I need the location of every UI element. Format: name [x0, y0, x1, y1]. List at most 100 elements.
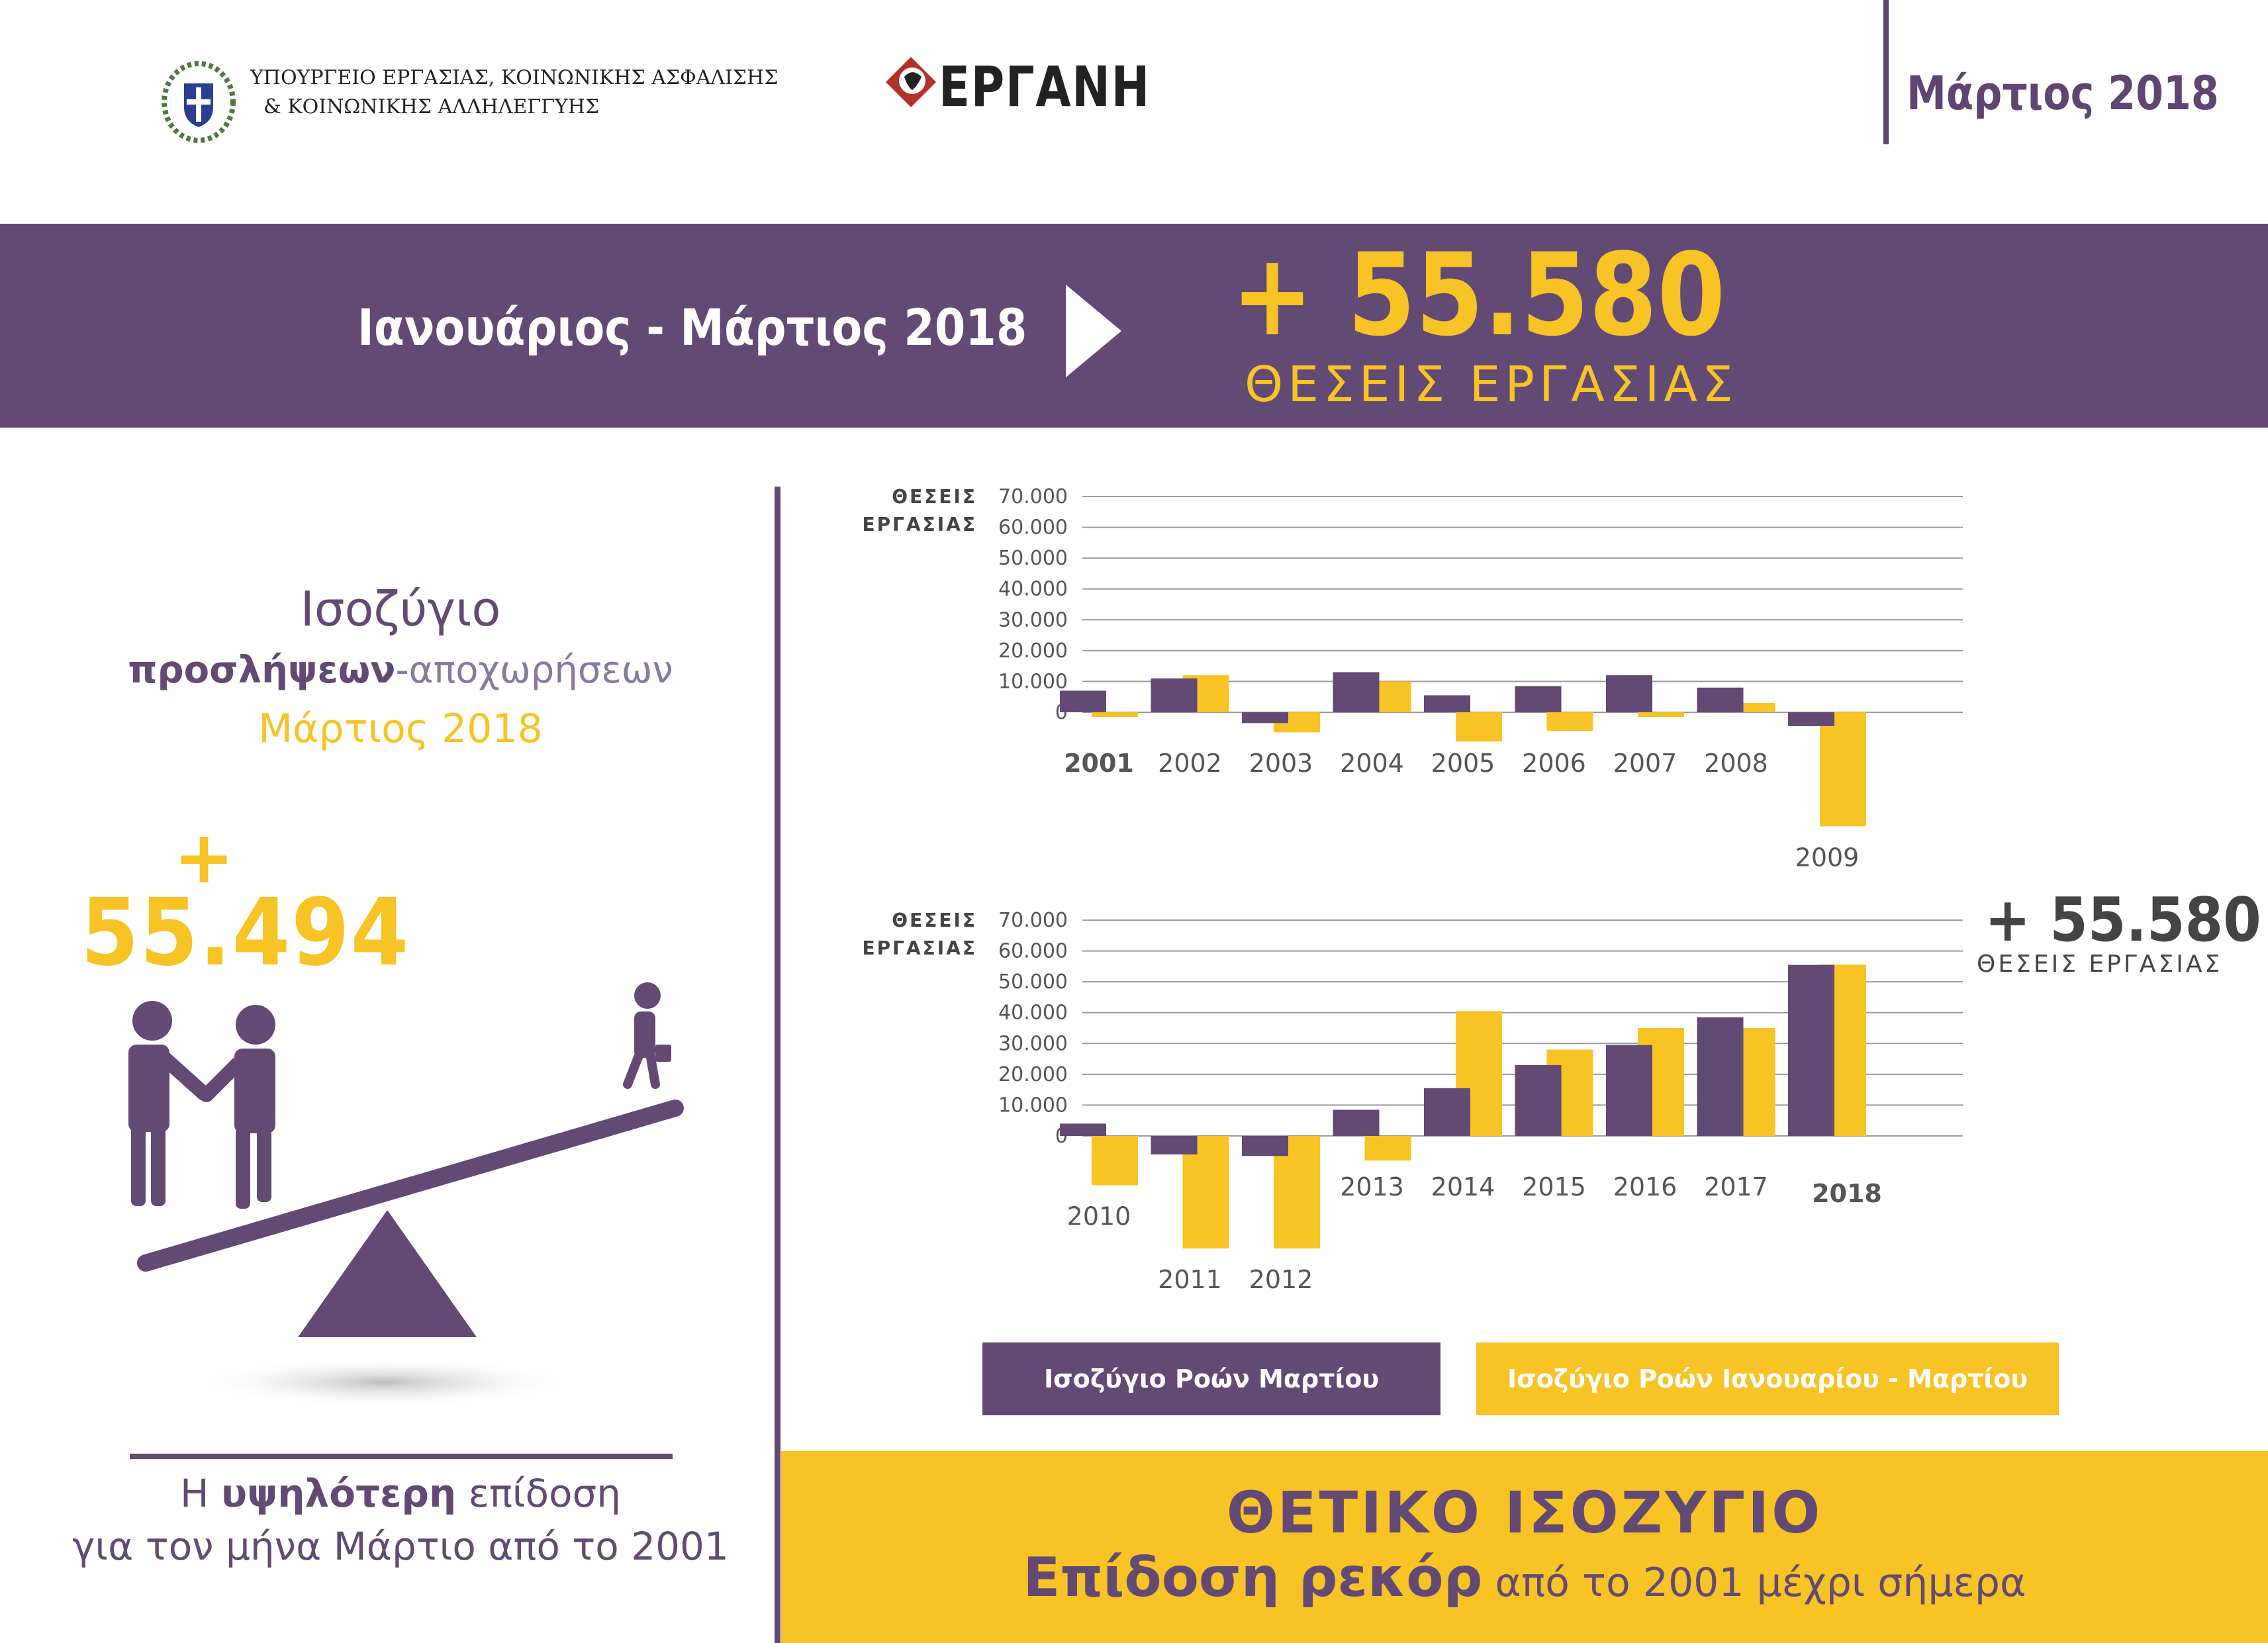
chart-2010-2018: 70.000 60.000 50.000 40.000 30.000 20.000 10.0…: [998, 909, 1963, 1294]
year-label-2017: 2017: [1704, 1172, 1768, 1201]
bar-march-2005: [1424, 695, 1470, 712]
left-note: Η υψηλότερη επίδοση για τον μήνα Μάρτιο …: [0, 1467, 801, 1573]
left-divider: [130, 1454, 673, 1459]
header-divider: [1883, 0, 1889, 144]
bar-jan-mar-2007: [1638, 712, 1684, 717]
legend-march: Ισοζύγιο Ροών Μαρτίου: [982, 1342, 1441, 1415]
bar-jan-mar-2013: [1364, 1136, 1411, 1161]
chart2-ylabel-line1: ΘΕΣΕΙΣ: [892, 910, 977, 931]
y-tick-label: 10.000: [998, 1094, 1068, 1117]
year-label-2011: 2011: [1158, 1265, 1222, 1294]
seesaw-fulcrum-icon: [298, 1210, 477, 1337]
ergani-logo-text: ΕΡΓΑΝΗ: [939, 54, 1151, 119]
bar-jan-mar-2009: [1820, 712, 1866, 827]
bar-march-2013: [1333, 1109, 1380, 1136]
bar-march-2006: [1515, 686, 1562, 712]
chart-total-unit: ΘΕΣΕΙΣ ΕΡΓΑΣΙΑΣ: [1977, 951, 2223, 978]
year-label-2006: 2006: [1522, 749, 1586, 778]
seesaw-shadow: [192, 1357, 576, 1407]
ministry-name: ΥΠΟΥΡΓΕΙΟ ΕΡΓΑΣΙΑΣ, ΚΟΙΝΩΝΙΚΗΣ ΑΣΦΑΛΙΣΗΣ…: [250, 64, 820, 122]
left-subtitle-rest: -αποχωρήσεων: [395, 649, 673, 692]
bar-march-2012: [1242, 1136, 1288, 1156]
y-tick-label: 40.000: [998, 578, 1068, 601]
year-label-2016: 2016: [1613, 1172, 1677, 1201]
person-handshake-left-icon: [128, 1001, 211, 1206]
year-label-2015: 2015: [1522, 1172, 1586, 1201]
left-note-post: επίδοση: [456, 1471, 622, 1516]
left-value: 55.494: [81, 879, 410, 987]
chart1-ylabel: ΘΕΣΕΙΣ ΕΡΓΑΣΙΑΣ: [838, 483, 977, 539]
person-handshake-right-icon: [199, 1005, 275, 1209]
bottom-banner: [781, 1451, 2268, 1643]
bottom-sub-bold: Επίδοση ρεκόρ: [1023, 1546, 1483, 1609]
bar-jan-mar-2006: [1546, 712, 1593, 731]
left-note-pre: Η: [179, 1471, 222, 1516]
bar-march-2015: [1515, 1064, 1562, 1136]
year-label-2013: 2013: [1340, 1172, 1404, 1201]
y-tick-label: 20.000: [998, 1063, 1068, 1086]
summary-banner: [0, 224, 2268, 428]
chart1-ylabel-line2: ΕΡΓΑΣΙΑΣ: [862, 514, 977, 536]
y-tick-label: 60.000: [998, 516, 1068, 540]
ministry-emblem: [162, 61, 236, 143]
ministry-line1: ΥΠΟΥΡΓΕΙΟ ΕΡΓΑΣΙΑΣ, ΚΟΙΝΩΝΙΚΗΣ ΑΣΦΑΛΙΣΗΣ: [250, 66, 779, 89]
year-label-2014: 2014: [1431, 1172, 1495, 1201]
left-month: Μάρτιος 2018: [258, 706, 543, 752]
year-label-2002: 2002: [1158, 749, 1222, 778]
year-label-2009: 2009: [1795, 843, 1860, 872]
bar-march-2011: [1151, 1136, 1198, 1154]
bar-march-2003: [1242, 712, 1288, 724]
seesaw-illustration: [128, 982, 684, 1407]
bar-march-2008: [1697, 687, 1744, 712]
legend-jan-mar: Ισοζύγιο Ροών Ιανουαρίου - Μαρτίου: [1476, 1342, 2059, 1415]
chart-total-value: + 55.580: [1985, 884, 2261, 955]
y-tick-label: 50.000: [998, 970, 1068, 994]
y-tick-label: 10.000: [998, 670, 1068, 693]
year-label-2012: 2012: [1249, 1265, 1313, 1294]
y-tick-label: 50.000: [998, 547, 1068, 570]
bottom-subtitle: Επίδοση ρεκόρ από το 2001 μέχρι σήμερα: [781, 1546, 2268, 1609]
y-tick-label: 30.000: [998, 1032, 1068, 1055]
chart-2001-2009: 70.000 60.000 50.000 40.000 30.000 20.000 10.0…: [998, 485, 1963, 872]
y-tick-label: 70.000: [998, 485, 1068, 508]
bar-march-2010: [1060, 1123, 1106, 1136]
bar-march-2007: [1606, 675, 1652, 712]
year-label-2005: 2005: [1431, 749, 1495, 778]
year-label-2008: 2008: [1704, 749, 1768, 778]
bar-march-2001: [1060, 690, 1106, 712]
y-tick-label: 60.000: [998, 940, 1068, 963]
y-tick-label: 20.000: [998, 639, 1068, 663]
bar-march-2017: [1697, 1017, 1744, 1136]
year-label-2007: 2007: [1613, 749, 1677, 778]
banner-value: + 55.580: [1231, 228, 1726, 361]
ergani-logo-icon: [886, 57, 936, 107]
left-subtitle: προσλήψεων-αποχωρήσεων: [0, 649, 801, 692]
left-title: Ισοζύγιο: [300, 581, 501, 637]
chart2-ylabel: ΘΕΣΕΙΣ ΕΡΓΑΣΙΑΣ: [838, 907, 977, 962]
bar-march-2016: [1606, 1045, 1652, 1136]
bar-jan-mar-2001: [1092, 712, 1138, 717]
left-subtitle-bold: προσλήψεων: [128, 649, 396, 692]
bar-jan-mar-2010: [1092, 1136, 1138, 1186]
bar-march-2018: [1788, 964, 1834, 1136]
year-label-2003: 2003: [1249, 749, 1313, 778]
banner-period: Ιανουάριος - Μάρτιος 2018: [357, 298, 1027, 357]
y-tick-label: 30.000: [998, 608, 1068, 632]
year-label-2010: 2010: [1067, 1202, 1131, 1231]
bottom-title: ΘΕΤΙΚΟ ΙΣΟΖΥΓΙΟ: [1226, 1480, 1823, 1546]
bar-jan-mar-2005: [1456, 712, 1502, 742]
y-tick-label: 40.000: [998, 1002, 1068, 1025]
arrow-right-icon: [1066, 285, 1121, 377]
bar-jan-mar-2011: [1182, 1136, 1229, 1248]
vertical-divider: [775, 487, 780, 1643]
year-label-2018: 2018: [1812, 1179, 1882, 1208]
bar-march-2002: [1151, 678, 1198, 712]
left-note-bold: υψηλότερη: [221, 1471, 457, 1516]
left-plus: +: [173, 815, 235, 900]
bar-march-2009: [1788, 712, 1834, 726]
year-label-2004: 2004: [1340, 749, 1404, 778]
chart2-ylabel-line2: ΕΡΓΑΣΙΑΣ: [862, 937, 977, 959]
y-tick-label: 70.000: [998, 909, 1068, 932]
left-note-line2: για τον μήνα Μάρτιο από το 2001: [72, 1524, 729, 1569]
bar-march-2004: [1333, 672, 1380, 712]
